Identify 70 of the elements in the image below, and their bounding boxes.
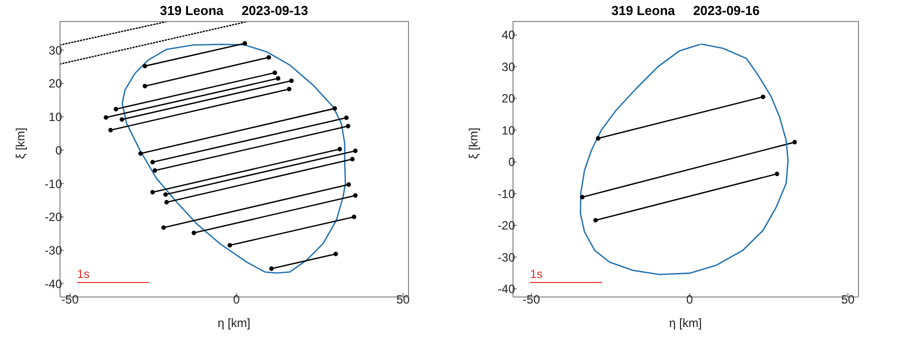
point <box>108 128 113 132</box>
x-tick-label: 50 <box>396 292 410 307</box>
point <box>142 64 148 68</box>
chart-title: 319 Leona 2023-09-13 <box>158 3 310 18</box>
y-tick-label: -10 <box>44 176 62 191</box>
y-tick-label: -30 <box>44 244 62 258</box>
y-tick-label: -20 <box>44 210 62 224</box>
point <box>346 124 350 128</box>
point <box>272 70 278 75</box>
line-series <box>580 44 789 276</box>
y-tick-label: -10 <box>498 186 516 201</box>
y-axis-title: ξ [km] <box>13 128 28 159</box>
point <box>142 84 148 88</box>
y-axis-title: ξ [km] <box>466 128 480 159</box>
annotation: 1s <box>530 267 543 281</box>
y-tick-label: 10 <box>48 110 62 124</box>
point <box>350 156 355 162</box>
y-tick-label: 0 <box>508 155 516 170</box>
x-tick-label: 0 <box>233 292 240 307</box>
point <box>353 148 358 154</box>
point <box>161 225 166 230</box>
point <box>150 190 155 194</box>
point <box>138 151 143 156</box>
point <box>242 41 248 46</box>
point <box>228 243 232 248</box>
point <box>593 218 598 222</box>
point <box>286 86 292 92</box>
point <box>114 106 118 112</box>
x-axis-title: η [km] <box>669 316 702 330</box>
y-tick-label: 20 <box>48 76 62 91</box>
point <box>266 55 272 60</box>
point <box>337 146 342 152</box>
y-tick-label: 30 <box>48 43 62 58</box>
y-tick-label: 30 <box>502 60 516 74</box>
chart-title: 319 Leona 2023-09-16 <box>610 3 761 18</box>
point <box>120 117 124 122</box>
x-tick-label: -50 <box>61 292 79 307</box>
point <box>152 168 158 173</box>
point <box>774 172 780 176</box>
point <box>352 214 356 220</box>
x-tick-label: -50 <box>522 292 540 307</box>
y-tick-label: -30 <box>498 250 516 264</box>
point <box>150 160 155 164</box>
y-tick-label: 0 <box>55 143 62 158</box>
x-tick-label: 50 <box>841 292 855 307</box>
point <box>344 116 349 120</box>
y-tick-label: -40 <box>44 276 62 291</box>
point <box>580 194 585 200</box>
point <box>269 266 274 271</box>
y-tick-label: -40 <box>498 282 516 296</box>
point <box>333 252 338 256</box>
point <box>792 140 797 144</box>
point <box>346 182 351 187</box>
point <box>164 200 169 204</box>
point <box>596 136 600 141</box>
point <box>353 193 358 198</box>
point <box>163 192 168 197</box>
point <box>192 230 196 236</box>
y-tick-label: 40 <box>502 28 516 42</box>
point <box>289 78 294 83</box>
y-tick-label: 10 <box>502 123 516 138</box>
annotation: 1s <box>77 267 90 281</box>
point <box>104 115 108 120</box>
y-tick-label: 20 <box>502 92 516 106</box>
point <box>332 106 337 111</box>
x-tick-label: 0 <box>686 292 694 307</box>
point <box>276 76 280 81</box>
x-axis-title: η [km] <box>218 316 250 330</box>
point <box>760 94 766 100</box>
y-tick-label: -20 <box>498 218 516 233</box>
